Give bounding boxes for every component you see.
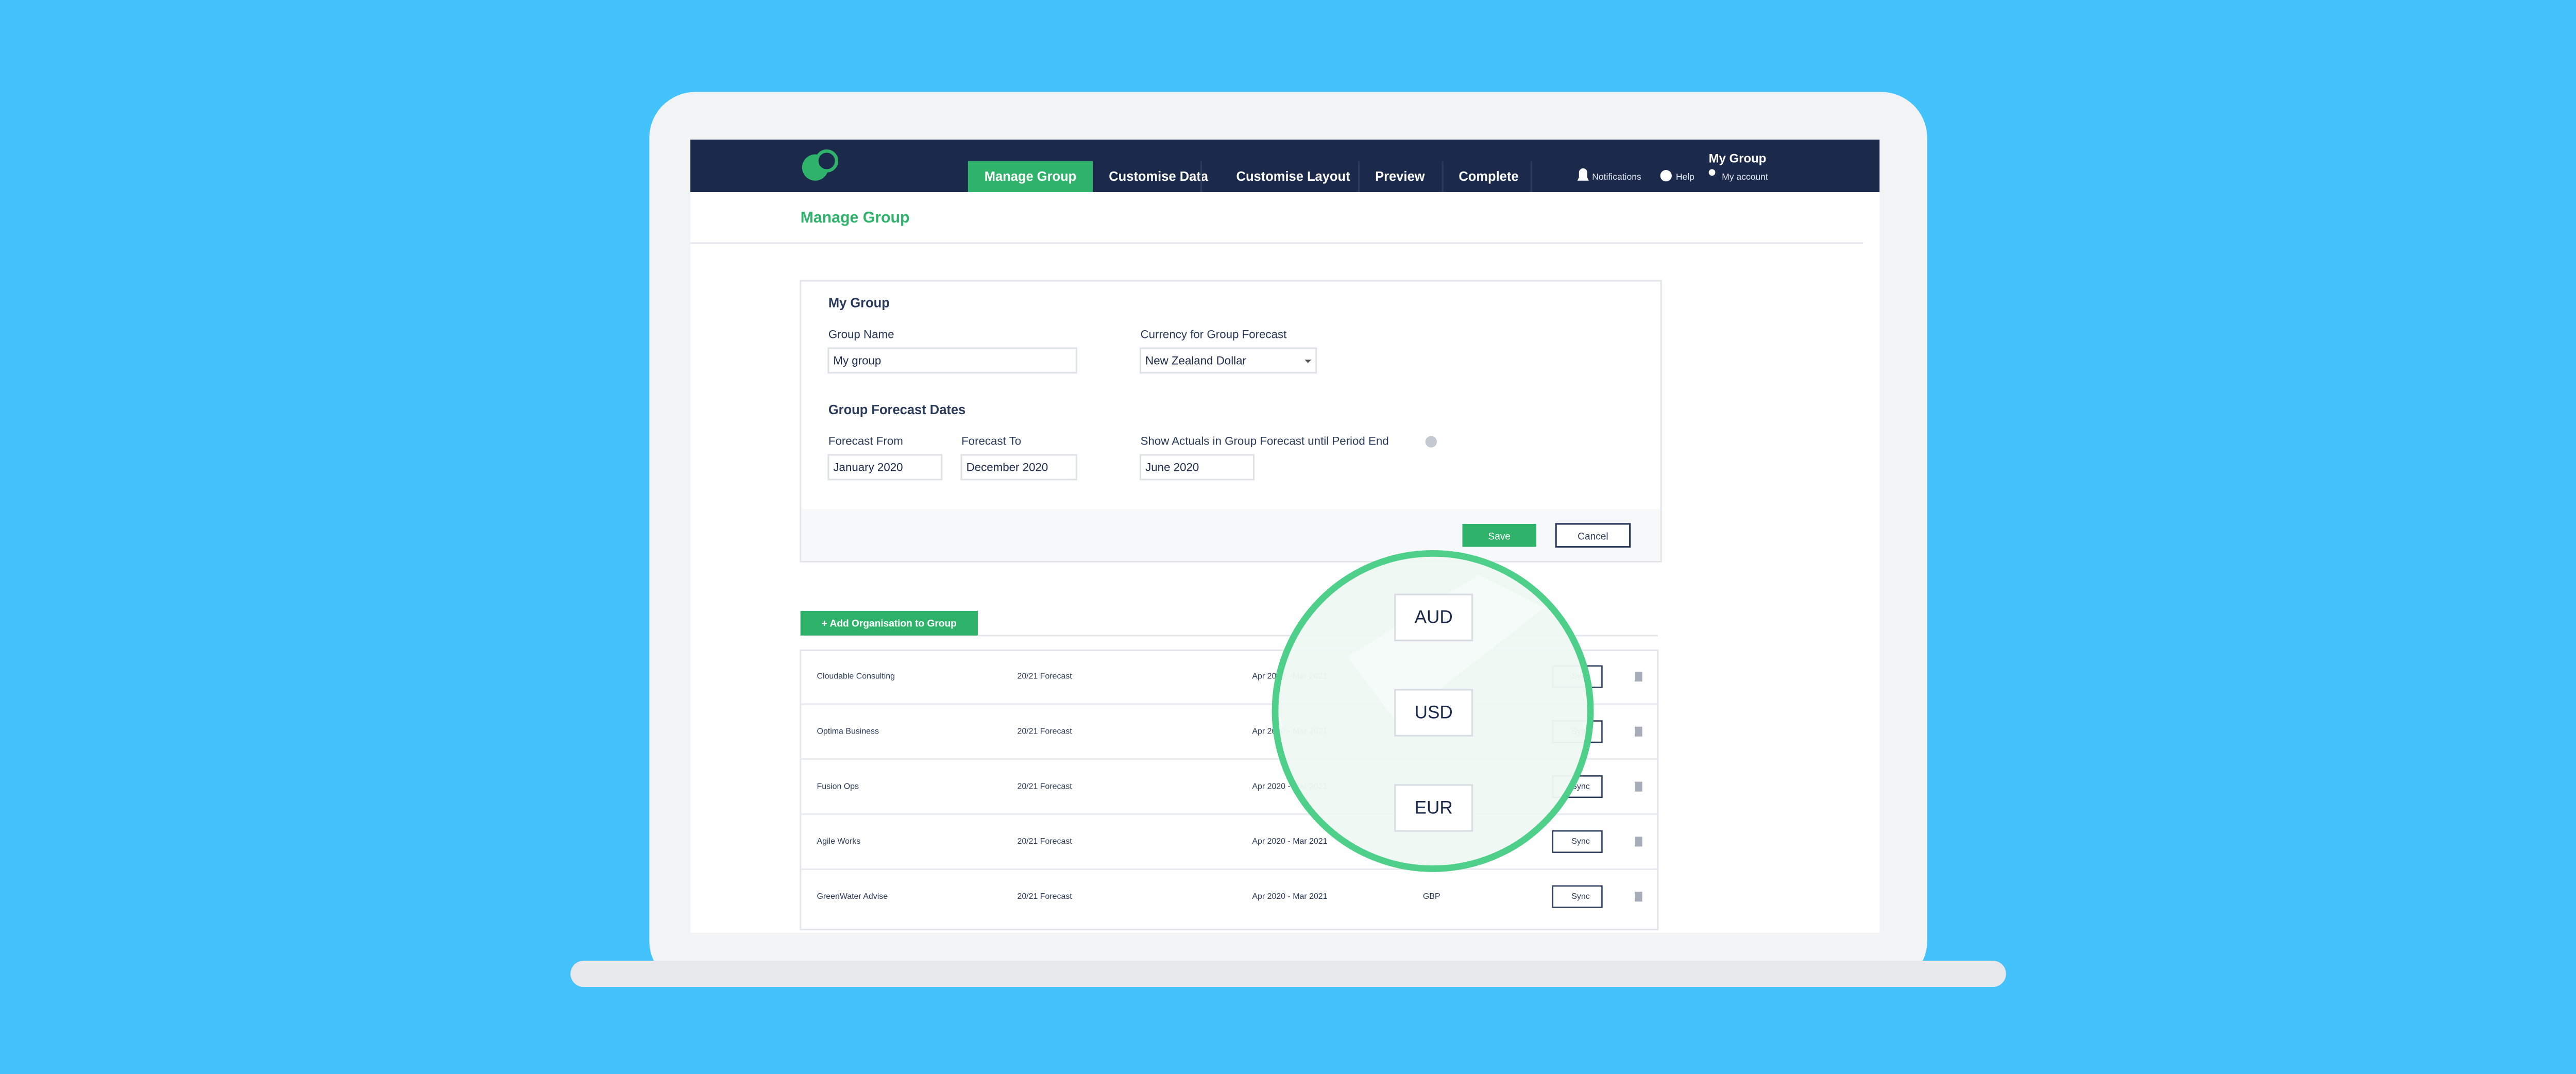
- text-input[interactable]: [960, 454, 1077, 481]
- cell: Apr 2020 - Mar 2021: [1252, 837, 1327, 846]
- input-value: June 2020: [1145, 461, 1199, 473]
- cell: 20/21 Forecast: [1017, 672, 1072, 681]
- cell: 20/21 Forecast: [1017, 892, 1072, 901]
- logo: [815, 149, 838, 173]
- field-label: Forecast To: [961, 434, 1021, 447]
- field-label: Currency for Group Forecast: [1141, 328, 1287, 340]
- cell: 20/21 Forecast: [1017, 727, 1072, 736]
- select[interactable]: [1139, 347, 1317, 374]
- nav-item[interactable]: Complete: [1459, 169, 1518, 184]
- bell-icon: [1577, 168, 1589, 181]
- currency-option[interactable]: [1394, 689, 1473, 737]
- laptop-base: [570, 961, 2006, 987]
- nav-item[interactable]: Manage Group: [985, 169, 1077, 184]
- cell: Agile Works: [817, 837, 861, 846]
- glass-glare: [1347, 574, 1545, 723]
- delete-icon[interactable]: [1635, 892, 1642, 902]
- nav-item[interactable]: Customise Layout: [1236, 169, 1351, 184]
- save-button[interactable]: [1462, 523, 1536, 547]
- delete-icon[interactable]: [1635, 671, 1642, 682]
- text-input[interactable]: [1139, 454, 1255, 481]
- currency-label: USD: [1415, 702, 1453, 722]
- page-title: Manage Group: [801, 209, 910, 226]
- currency-label: EUR: [1415, 797, 1453, 817]
- sync-label[interactable]: Sync: [1571, 892, 1589, 901]
- cell: Fusion Ops: [817, 782, 859, 791]
- delete-icon[interactable]: [1635, 726, 1642, 737]
- cell: Apr 2020 - Mar 2021: [1252, 892, 1327, 901]
- help-link[interactable]: Help: [1676, 172, 1694, 182]
- cancel-button[interactable]: [1555, 523, 1631, 548]
- cell: 20/21 Forecast: [1017, 837, 1072, 846]
- sync-button[interactable]: [1552, 830, 1603, 853]
- help-icon: [1425, 436, 1437, 448]
- nav-item[interactable]: Preview: [1375, 169, 1425, 184]
- sync-button[interactable]: [1552, 885, 1603, 908]
- nav-bar: [690, 139, 1880, 193]
- add-button-label[interactable]: + Add Organisation to Group: [822, 619, 957, 629]
- account-icon: [1708, 169, 1716, 176]
- sync-label[interactable]: Sync: [1571, 837, 1589, 846]
- cell: 20/21 Forecast: [1017, 782, 1072, 791]
- delete-icon[interactable]: [1635, 781, 1642, 792]
- cell: Optima Business: [817, 727, 879, 736]
- dropdown-arrow: [1304, 360, 1312, 363]
- account-link[interactable]: My account: [1722, 172, 1768, 182]
- field-label: Group Name: [828, 328, 894, 340]
- nav-item[interactable]: Customise Data: [1109, 169, 1209, 184]
- notifications-link[interactable]: Notifications: [1592, 172, 1641, 182]
- section-title: Group Forecast Dates: [828, 403, 965, 417]
- input-value: December 2020: [967, 461, 1048, 473]
- cancel-label: Cancel: [1578, 532, 1608, 542]
- input-value: My group: [833, 354, 881, 367]
- currency-option[interactable]: [1394, 593, 1473, 641]
- section-title: My Group: [828, 296, 890, 311]
- input-value: New Zealand Dollar: [1145, 354, 1246, 367]
- currency-option[interactable]: [1394, 784, 1473, 832]
- cell: GBP: [1423, 892, 1440, 901]
- field-label: Forecast From: [828, 434, 903, 447]
- input-value: January 2020: [833, 461, 903, 473]
- nav-active: [968, 161, 1093, 193]
- delete-icon[interactable]: [1635, 837, 1642, 847]
- text-input[interactable]: [827, 454, 943, 481]
- text-input[interactable]: [827, 347, 1077, 374]
- cell: Cloudable Consulting: [817, 672, 895, 681]
- cell: GreenWater Advise: [817, 892, 888, 901]
- help-icon: [1660, 169, 1672, 182]
- currency-label: AUD: [1415, 607, 1453, 627]
- add-button[interactable]: [800, 610, 978, 636]
- field-label: Show Actuals in Group Forecast until Per…: [1141, 434, 1389, 447]
- group-menu[interactable]: My Group: [1709, 152, 1767, 166]
- save-label: Save: [1488, 532, 1511, 542]
